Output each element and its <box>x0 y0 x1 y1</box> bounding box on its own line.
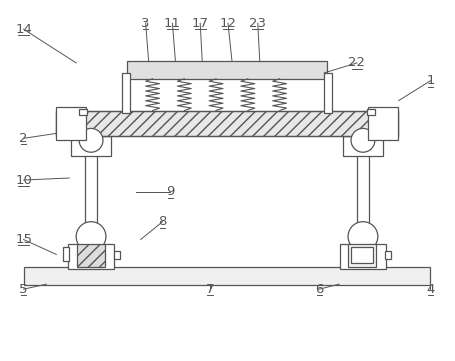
Text: 17: 17 <box>192 17 209 30</box>
Bar <box>24 268 430 285</box>
Bar <box>324 73 332 113</box>
Bar <box>122 73 130 113</box>
Bar <box>340 244 386 269</box>
Circle shape <box>76 222 106 252</box>
Text: 10: 10 <box>15 174 32 187</box>
Text: 15: 15 <box>15 233 32 246</box>
Bar <box>77 244 105 268</box>
Bar <box>351 248 373 264</box>
Circle shape <box>348 222 378 252</box>
Bar <box>56 110 398 136</box>
Text: 22: 22 <box>349 56 365 69</box>
Bar <box>68 244 114 269</box>
Circle shape <box>351 129 375 152</box>
Text: 9: 9 <box>166 186 175 199</box>
Bar <box>127 61 327 79</box>
Text: 5: 5 <box>19 283 28 296</box>
Bar <box>357 148 369 268</box>
Bar <box>56 110 398 136</box>
Bar <box>348 244 376 268</box>
Text: 23: 23 <box>249 17 266 30</box>
Text: 8: 8 <box>158 215 167 228</box>
Bar <box>114 252 120 260</box>
Text: 2: 2 <box>19 132 28 145</box>
Bar <box>385 252 391 260</box>
Bar <box>85 148 97 268</box>
Bar <box>367 109 375 114</box>
Text: 14: 14 <box>15 23 32 36</box>
Bar <box>79 109 87 114</box>
Bar <box>63 248 69 261</box>
Bar <box>56 106 86 140</box>
Text: 12: 12 <box>219 17 237 30</box>
Text: 4: 4 <box>426 283 435 296</box>
Circle shape <box>79 129 103 152</box>
Bar <box>368 106 398 140</box>
Text: 7: 7 <box>206 283 214 296</box>
Text: 11: 11 <box>164 17 181 30</box>
Bar <box>343 136 383 156</box>
Text: 6: 6 <box>315 283 324 296</box>
Bar <box>71 136 111 156</box>
Text: 3: 3 <box>142 17 150 30</box>
Text: 1: 1 <box>426 74 435 87</box>
